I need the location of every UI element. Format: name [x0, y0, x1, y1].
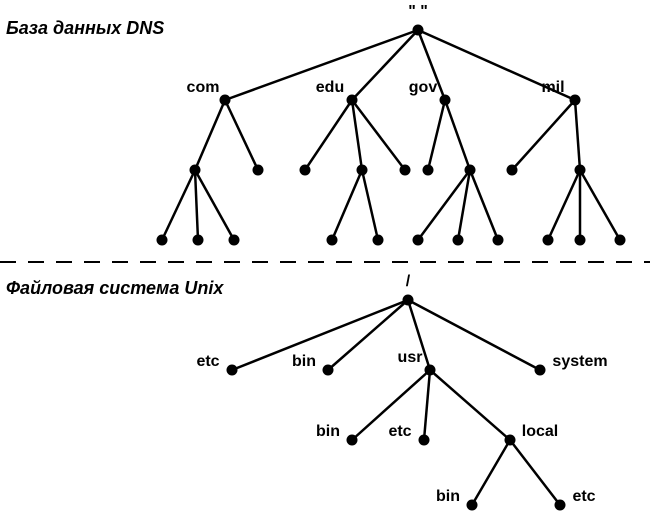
tree-node — [575, 165, 586, 176]
tree-node — [403, 295, 414, 306]
tree-node — [229, 235, 240, 246]
tree-node — [347, 95, 358, 106]
tree-edge — [305, 100, 352, 170]
tree-node — [357, 165, 368, 176]
tree-node — [615, 235, 626, 246]
tree-node-label: local — [522, 423, 558, 440]
tree-node — [507, 165, 518, 176]
tree-node-label: etc — [388, 423, 411, 440]
tree-node — [227, 365, 238, 376]
tree-node — [413, 235, 424, 246]
tree-node — [555, 500, 566, 511]
tree-edge — [575, 100, 580, 170]
tree-node-label: mil — [541, 79, 564, 96]
tree-node-label: etc — [196, 353, 219, 370]
tree-edge — [445, 100, 470, 170]
tree-edge — [232, 300, 408, 370]
tree-node — [323, 365, 334, 376]
tree-node — [347, 435, 358, 446]
tree-node — [505, 435, 516, 446]
tree-node — [157, 235, 168, 246]
tree-edge — [470, 170, 498, 240]
tree-edge — [548, 170, 580, 240]
tree-edge — [195, 100, 225, 170]
tree-node — [190, 165, 201, 176]
tree-node-label: edu — [316, 79, 344, 96]
tree-node-label: gov — [409, 79, 438, 96]
tree-node-label: system — [552, 353, 607, 370]
tree-edge — [510, 440, 560, 505]
tree-node — [327, 235, 338, 246]
tree-node — [373, 235, 384, 246]
tree-node — [220, 95, 231, 106]
tree-edge — [428, 100, 445, 170]
tree-edge — [332, 170, 362, 240]
tree-node-label: etc — [572, 488, 595, 505]
tree-node — [570, 95, 581, 106]
tree-node — [465, 165, 476, 176]
tree-edge — [328, 300, 408, 370]
heading-unix: Файловая система Unix — [6, 278, 223, 299]
tree-node-label: com — [187, 79, 220, 96]
tree-edge — [225, 100, 258, 170]
tree-edge — [195, 170, 234, 240]
tree-node — [543, 235, 554, 246]
tree-node — [440, 95, 451, 106]
heading-dns: База данных DNS — [6, 18, 164, 39]
tree-node-label: bin — [436, 488, 460, 505]
tree-edge — [512, 100, 575, 170]
tree-node-label: bin — [292, 353, 316, 370]
tree-node-label: " " — [408, 3, 428, 20]
tree-node — [400, 165, 411, 176]
tree-node — [413, 25, 424, 36]
tree-edge — [472, 440, 510, 505]
tree-node-label: bin — [316, 423, 340, 440]
tree-node — [193, 235, 204, 246]
tree-edge — [195, 170, 198, 240]
tree-edge — [430, 370, 510, 440]
diagram-canvas: " " com edu gov mil / etc bin usr system bin etc loc… — [0, 0, 650, 525]
tree-node — [575, 235, 586, 246]
tree-node — [253, 165, 264, 176]
tree-edge — [162, 170, 195, 240]
tree-node — [493, 235, 504, 246]
tree-node — [300, 165, 311, 176]
tree-node — [467, 500, 478, 511]
tree-node — [423, 165, 434, 176]
tree-node-label: / — [406, 273, 411, 290]
tree-node — [535, 365, 546, 376]
tree-node — [453, 235, 464, 246]
tree-edge — [458, 170, 470, 240]
tree-edge — [424, 370, 430, 440]
tree-node-label: usr — [398, 349, 423, 366]
tree-edge — [580, 170, 620, 240]
tree-node — [419, 435, 430, 446]
tree-edge — [362, 170, 378, 240]
tree-node — [425, 365, 436, 376]
tree-edge — [418, 170, 470, 240]
